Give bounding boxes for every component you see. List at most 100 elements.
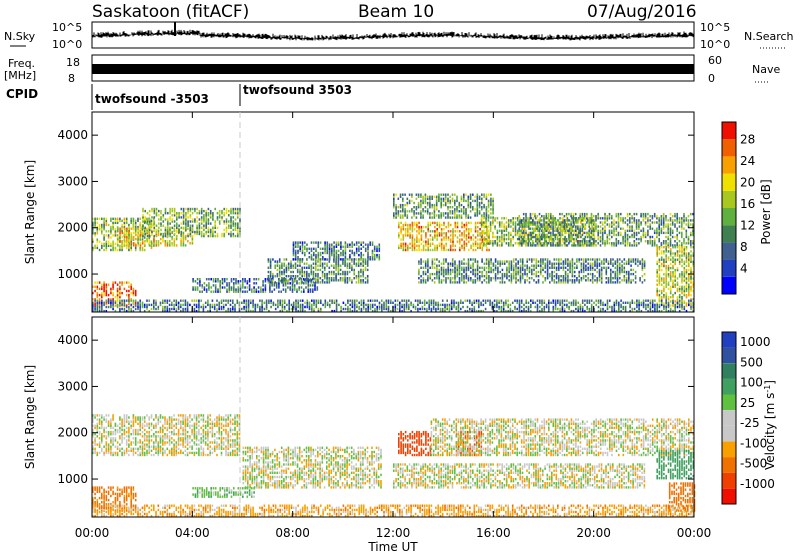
heatmap-cell <box>552 231 554 235</box>
heatmap-cell <box>413 248 416 252</box>
heatmap-cell <box>577 231 580 235</box>
heatmap-cell <box>557 231 560 235</box>
heatmap-cell <box>674 244 676 247</box>
heatmap-cell <box>287 268 290 272</box>
heatmap-cell <box>683 287 686 291</box>
heatmap-cell <box>678 246 681 249</box>
heatmap-cell <box>418 246 420 250</box>
heatmap-cell <box>465 242 468 245</box>
heatmap-cell <box>470 228 472 231</box>
heatmap-cell <box>573 266 576 269</box>
heatmap-cell <box>472 264 474 267</box>
heatmap-cell <box>467 279 470 282</box>
heatmap-cell <box>436 268 438 272</box>
heatmap-cell <box>515 272 517 276</box>
heatmap-cell <box>315 249 317 253</box>
heatmap-cell <box>404 223 407 227</box>
heatmap-cell <box>355 243 358 246</box>
heatmap-cell <box>479 270 481 274</box>
heatmap-cell <box>176 234 178 238</box>
heatmap-cell <box>678 289 681 293</box>
heatmap-cell <box>438 272 440 276</box>
heatmap-cell <box>463 248 466 252</box>
heatmap-cell <box>460 195 463 198</box>
heatmap-cell <box>579 240 581 243</box>
heatmap-cell <box>546 260 549 263</box>
heatmap-cell <box>433 266 436 269</box>
heatmap-cell <box>171 209 174 213</box>
heatmap-cell <box>105 248 108 252</box>
heatmap-cell <box>237 282 240 285</box>
heatmap-cell <box>126 233 128 237</box>
heatmap-cell <box>267 279 270 282</box>
heatmap-cell <box>167 228 169 232</box>
heatmap-cell <box>481 201 483 205</box>
heatmap-cell <box>128 246 130 250</box>
heatmap-cell <box>674 260 676 263</box>
heatmap-cell <box>568 237 570 241</box>
heatmap-cell <box>326 281 328 284</box>
heatmap-cell <box>103 283 105 286</box>
heatmap-cell <box>166 299 169 302</box>
heatmap-cell <box>515 277 517 280</box>
heatmap-cell <box>681 235 683 239</box>
heatmap-cell <box>477 234 479 237</box>
heatmap-cell <box>440 238 443 241</box>
heatmap-cell <box>103 244 105 247</box>
heatmap-cell <box>442 212 445 215</box>
heatmap-cell <box>582 270 585 274</box>
heatmap-cell <box>678 293 681 297</box>
heatmap-cell <box>422 216 424 219</box>
heatmap-cell <box>483 236 486 239</box>
heatmap-cell <box>676 281 679 284</box>
heatmap-cell <box>481 248 484 252</box>
heatmap-cell <box>200 209 203 213</box>
heatmap-cell <box>665 268 667 272</box>
heatmap-cell <box>189 226 192 229</box>
heatmap-cell <box>205 222 207 225</box>
heatmap-cell <box>413 210 415 213</box>
heatmap-cell <box>454 208 456 211</box>
heatmap-cell <box>132 235 135 239</box>
heatmap-cell <box>400 242 402 245</box>
heatmap-cell <box>576 277 578 280</box>
heatmap-cell <box>543 233 545 237</box>
heatmap-cell <box>171 242 173 245</box>
heatmap-cell <box>275 284 278 287</box>
heatmap-cell <box>438 216 440 219</box>
heatmap-cell <box>582 223 584 226</box>
heatmap-cell <box>658 221 660 224</box>
heatmap-cell <box>522 235 525 239</box>
heatmap-cell <box>647 225 649 228</box>
heatmap-cell <box>690 250 692 253</box>
heatmap-cell <box>293 286 296 289</box>
heatmap-cell <box>360 247 362 250</box>
heatmap-cell <box>337 258 340 261</box>
heatmap-cell <box>574 233 577 237</box>
heatmap-cell <box>393 214 395 217</box>
heatmap-cell <box>301 241 304 244</box>
heatmap-cell <box>310 258 313 261</box>
heatmap-cell <box>301 266 303 269</box>
heatmap-cell <box>617 217 620 220</box>
heatmap-cell <box>205 278 208 281</box>
heatmap-cell <box>431 272 434 276</box>
heatmap-cell <box>435 206 438 209</box>
heatmap-cell <box>501 277 504 280</box>
heatmap-cell <box>588 233 590 237</box>
heatmap-cell <box>494 227 496 230</box>
heatmap-cell <box>656 235 658 239</box>
heatmap-cell <box>125 293 128 297</box>
heatmap-cell <box>459 246 461 250</box>
heatmap-cell <box>638 221 640 224</box>
heatmap-cell <box>200 232 203 236</box>
heatmap-cell <box>116 291 119 295</box>
heatmap-cell <box>561 225 563 228</box>
heatmap-cell <box>532 240 534 243</box>
heatmap-cell <box>592 221 595 224</box>
heatmap-cell <box>606 215 609 218</box>
heatmap-cell <box>678 262 681 266</box>
heatmap-cell <box>438 268 440 272</box>
heatmap-cell <box>633 242 636 245</box>
heatmap-cell <box>499 264 501 267</box>
